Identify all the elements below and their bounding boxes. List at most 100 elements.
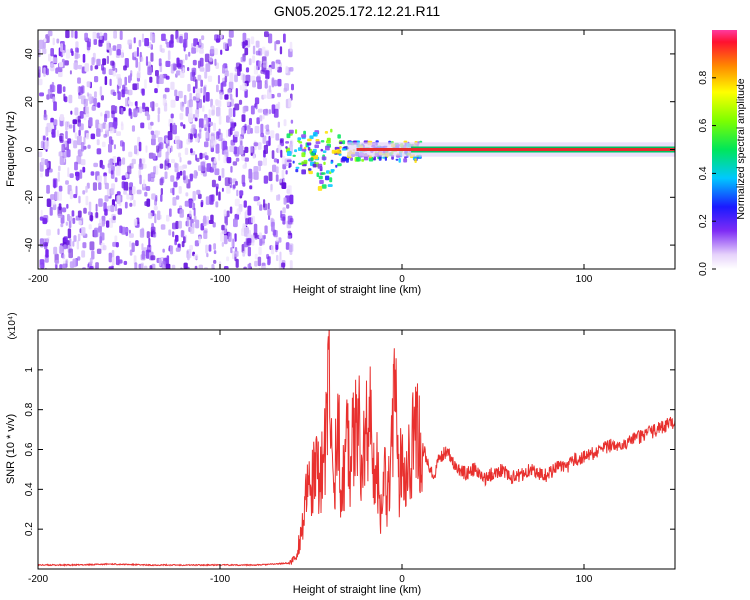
heatmap-cell <box>114 203 118 212</box>
heatmap-cell <box>116 49 121 56</box>
heatmap-cell <box>260 123 264 134</box>
heatmap-cell <box>276 194 281 201</box>
heatmap-cell <box>150 101 153 108</box>
heatmap-cell <box>191 67 196 73</box>
heatmap-cell <box>241 127 245 136</box>
heatmap-cell <box>95 203 98 212</box>
heatmap-cell <box>52 57 58 64</box>
heatmap-cell <box>78 129 81 136</box>
heatmap-cell <box>109 50 112 56</box>
heatmap-cell <box>140 56 144 62</box>
heatmap-cell <box>88 201 92 211</box>
heatmap-cell <box>301 134 307 138</box>
snr-panel: -200 -100 0 100 0.2 0.4 0.6 0.8 1 (x10⁴) Height… <box>5 312 676 596</box>
heatmap-cell <box>252 45 256 55</box>
heatmap-cell <box>170 188 173 194</box>
heatmap-cell <box>144 201 148 206</box>
heatmap-cell <box>40 157 45 166</box>
heatmap-cell <box>160 176 165 184</box>
heatmap-cell <box>128 233 134 238</box>
heatmap-cell <box>80 227 86 236</box>
heatmap-cell <box>156 83 160 88</box>
heatmap-cell <box>258 60 262 68</box>
heatmap-cell <box>205 130 209 139</box>
heatmap-cell <box>157 114 160 123</box>
heatmap-cell <box>210 45 215 54</box>
heatmap-cell <box>142 163 147 169</box>
heatmap-cell <box>229 93 233 100</box>
heatmap-cell <box>148 269 152 277</box>
heatmap-cell <box>170 99 176 108</box>
heatmap-cell <box>280 139 283 144</box>
heatmap-cell <box>81 85 85 94</box>
heatmap-cell <box>294 149 298 153</box>
heatmap-cell <box>234 213 240 220</box>
heatmap-cell <box>301 169 306 175</box>
heatmap-cell <box>325 145 330 151</box>
heatmap-cell <box>188 268 194 269</box>
heatmap-cell <box>175 195 180 200</box>
heatmap-cell <box>67 213 70 222</box>
spectrogram-y-ticks: -40 -20 0 20 40 <box>24 48 675 252</box>
heatmap-cell <box>155 195 158 202</box>
heatmap-cell <box>57 213 63 218</box>
heatmap-cell <box>271 77 275 88</box>
heatmap-cell <box>254 125 260 134</box>
heatmap-cell <box>205 92 210 102</box>
heatmap-cell <box>109 78 112 86</box>
heatmap-cell <box>243 266 247 269</box>
y-tick-label: 0.6 <box>24 442 35 456</box>
heatmap-cell <box>248 58 252 66</box>
heatmap-cell <box>140 122 145 129</box>
heatmap-cell <box>53 246 58 255</box>
heatmap-cell <box>320 140 325 143</box>
heatmap-cell <box>242 223 246 228</box>
heatmap-cell <box>175 220 179 230</box>
heatmap-cell <box>310 152 316 156</box>
heatmap-cell <box>202 105 205 112</box>
heatmap-cell <box>264 51 269 57</box>
heatmap-cell <box>230 166 233 173</box>
heatmap-cell <box>250 234 255 243</box>
heatmap-cell <box>143 265 148 269</box>
heatmap-cell <box>162 97 166 106</box>
snr-y-label: SNR (10 * v/v) <box>5 414 17 484</box>
heatmap-cell <box>166 214 170 222</box>
heatmap-cell <box>120 107 124 115</box>
heatmap-cell <box>141 33 144 43</box>
heatmap-cell <box>86 92 90 97</box>
heatmap-cell <box>180 122 184 127</box>
heatmap-cell <box>98 182 102 190</box>
heatmap-cell <box>123 65 127 71</box>
heatmap-cell <box>126 193 130 200</box>
heatmap-cell <box>210 136 214 146</box>
heatmap-cell <box>312 148 317 153</box>
heatmap-cell <box>288 129 294 134</box>
heatmap-cell <box>127 39 133 45</box>
heatmap-cell <box>171 158 175 163</box>
heatmap-cell <box>43 242 49 247</box>
heatmap-cell <box>97 175 102 183</box>
heatmap-cell <box>51 129 56 138</box>
x-tick-label: -100 <box>210 574 230 585</box>
heatmap-cell <box>176 57 180 66</box>
heatmap-cell <box>210 147 214 153</box>
heatmap-cell <box>193 207 196 217</box>
heatmap-cell <box>117 91 121 100</box>
heatmap-cell <box>216 84 219 93</box>
heatmap-cell <box>79 169 83 179</box>
heatmap-cell <box>68 220 72 229</box>
heatmap-cell <box>186 249 192 259</box>
y-tick-label: 0 <box>24 146 35 152</box>
heatmap-cell <box>188 99 193 108</box>
heatmap-cell <box>124 58 129 68</box>
heatmap-cell <box>223 266 229 269</box>
heatmap-cell <box>84 32 88 41</box>
heatmap-cell <box>252 80 256 88</box>
heatmap-cell <box>57 84 62 94</box>
heatmap-cell <box>121 181 125 189</box>
heatmap-cell <box>234 198 240 207</box>
heatmap-cell <box>286 151 292 156</box>
heatmap-cell <box>86 132 89 140</box>
heatmap-cell <box>290 119 294 124</box>
